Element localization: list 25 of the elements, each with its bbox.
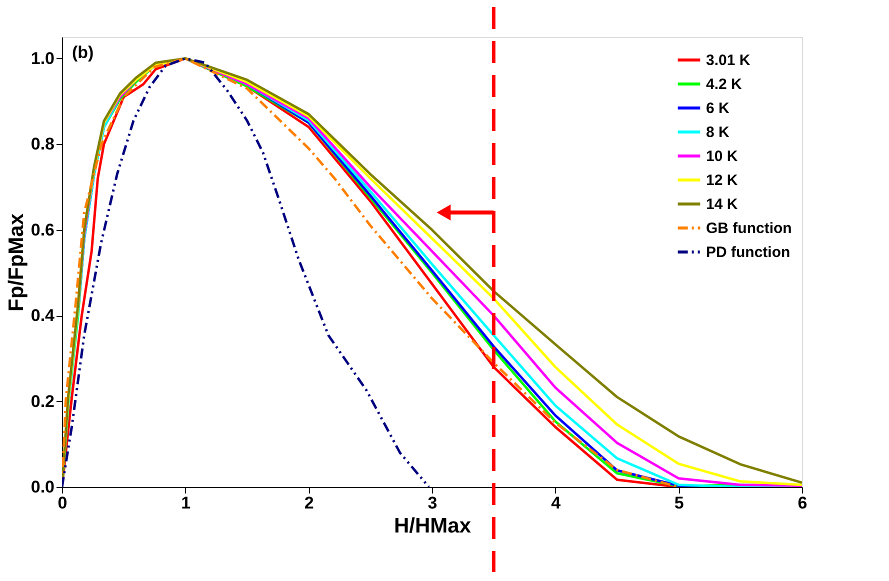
y-tick-label: 0.4 <box>30 306 56 326</box>
x-tick-label: 0 <box>58 494 68 512</box>
y-tick-label: 0.8 <box>30 134 54 154</box>
y-tick-label: 0.2 <box>30 392 54 411</box>
x-tick-label: 2 <box>304 494 314 512</box>
x-tick-label: 4 <box>551 494 562 512</box>
y-tick-label: 0.0 <box>30 478 54 496</box>
legend-label: 6 K <box>706 100 730 117</box>
legend-label: 8 K <box>706 124 730 141</box>
legend-label: PD function <box>706 244 790 261</box>
legend-label: 12 K <box>706 172 738 189</box>
x-tick-label: 6 <box>798 494 808 512</box>
x-tick-label: 1 <box>181 494 191 512</box>
y-tick-label: 0.6 <box>30 220 54 240</box>
legend-label: 3.01 K <box>706 52 750 69</box>
legend-label: 14 K <box>706 196 738 213</box>
x-tick-label: 3 <box>428 494 438 512</box>
x-tick-label: 5 <box>674 494 684 512</box>
legend-label: GB function <box>706 220 792 237</box>
y-tick-label: 1.0 <box>30 48 54 68</box>
x-axis-title: H/HMax <box>394 514 472 538</box>
legend-label: 4.2 K <box>706 76 742 93</box>
annotation: (b) <box>72 43 94 62</box>
y-axis-title: Fp/FpMax <box>4 213 28 312</box>
legend-label: 10 K <box>706 148 738 165</box>
